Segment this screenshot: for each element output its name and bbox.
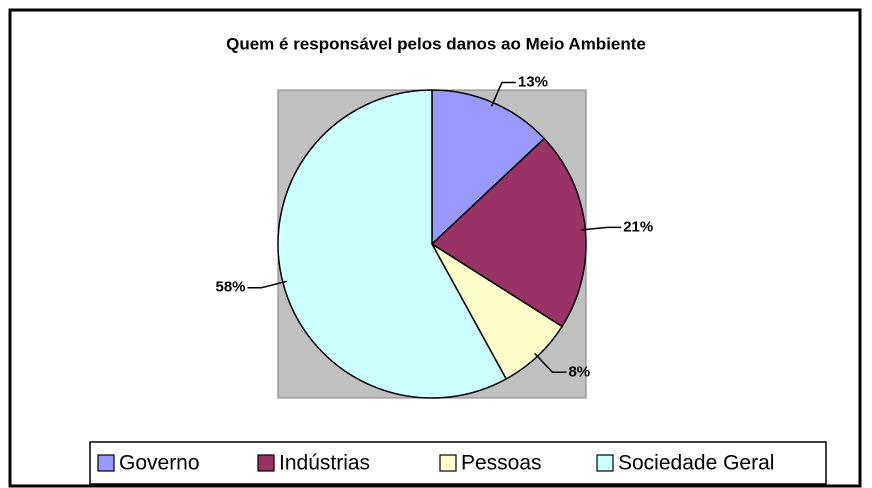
legend-swatch <box>97 454 115 472</box>
leader-line <box>534 352 567 374</box>
legend-label: Governo <box>119 452 200 475</box>
data-label: 58% <box>215 279 245 296</box>
data-label: 21% <box>623 218 653 235</box>
legend-label: Indústrias <box>279 452 370 475</box>
chart-title: Quem é responsável pelos danos ao Meio A… <box>226 34 646 53</box>
legend-label: Sociedade Geral <box>618 452 774 475</box>
legend-swatch <box>439 454 457 472</box>
data-label: 8% <box>568 363 590 380</box>
data-label: 13% <box>518 73 548 90</box>
legend-swatch <box>596 454 614 472</box>
legend-box <box>89 441 827 485</box>
leader-line <box>247 280 287 289</box>
leader-line <box>490 81 516 107</box>
legend-label: Pessoas <box>461 452 542 475</box>
leader-line <box>581 226 622 231</box>
legend-swatch <box>257 454 275 472</box>
